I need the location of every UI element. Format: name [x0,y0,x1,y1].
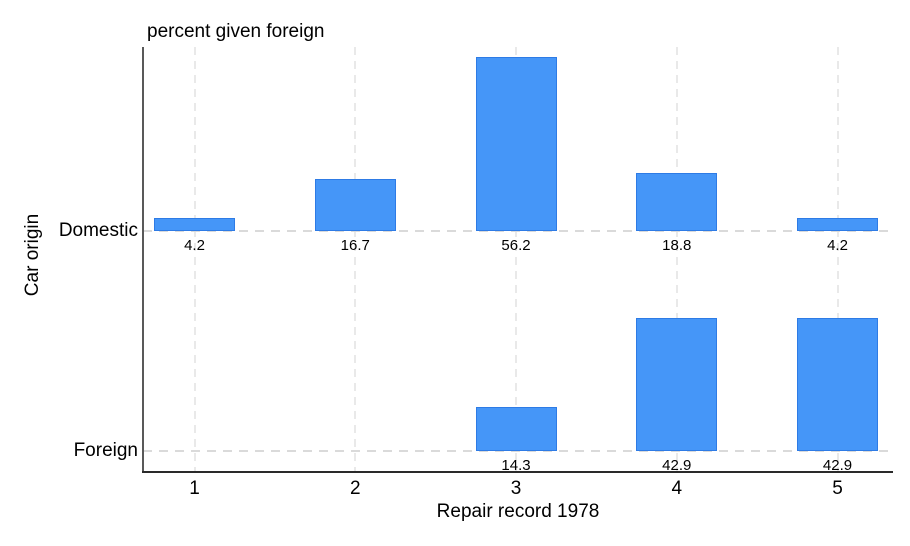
x-tick-label-3: 3 [510,478,522,499]
bar-foreign-5 [797,318,878,451]
value-label-domestic-3: 56.2 [501,237,531,254]
chart-title: percent given foreign [147,21,325,42]
bar-domestic-5 [797,218,878,231]
y-category-label-foreign: Foreign [73,440,138,461]
baseline-domestic [143,230,893,232]
x-tick-label-4: 4 [671,478,683,499]
y-axis-line [142,47,144,473]
x-tick-label-1: 1 [189,478,200,499]
gridline-x-2 [354,47,357,472]
value-label-foreign-5: 42.9 [822,457,853,474]
value-label-domestic-1: 4.2 [184,237,205,254]
bar-domestic-2 [314,179,396,231]
x-tick-label-5: 5 [832,478,843,499]
x-axis-line [142,471,893,473]
y-axis-title: Car origin [22,213,43,297]
value-label-foreign-4: 42.9 [662,457,692,474]
gridline-x-5 [836,47,839,472]
gridline-x-3 [515,47,517,472]
x-tick-label-2: 2 [349,478,361,499]
value-label-domestic-5: 4.2 [827,237,848,254]
x-axis-title: Repair record 1978 [436,501,600,522]
y-category-label-domestic: Domestic [58,220,138,241]
gridline-x-1 [193,47,196,472]
bar-domestic-3 [475,57,557,231]
value-label-domestic-2: 16.7 [340,237,370,254]
bar-foreign-3 [475,407,557,451]
gridline-x-4 [675,47,678,472]
baseline-foreign [143,450,893,452]
value-label-domestic-4: 18.8 [662,237,692,254]
value-label-foreign-3: 14.3 [501,457,531,474]
bar-foreign-4 [636,318,718,451]
bar-domestic-4 [636,173,718,231]
bar-domestic-1 [154,218,235,231]
